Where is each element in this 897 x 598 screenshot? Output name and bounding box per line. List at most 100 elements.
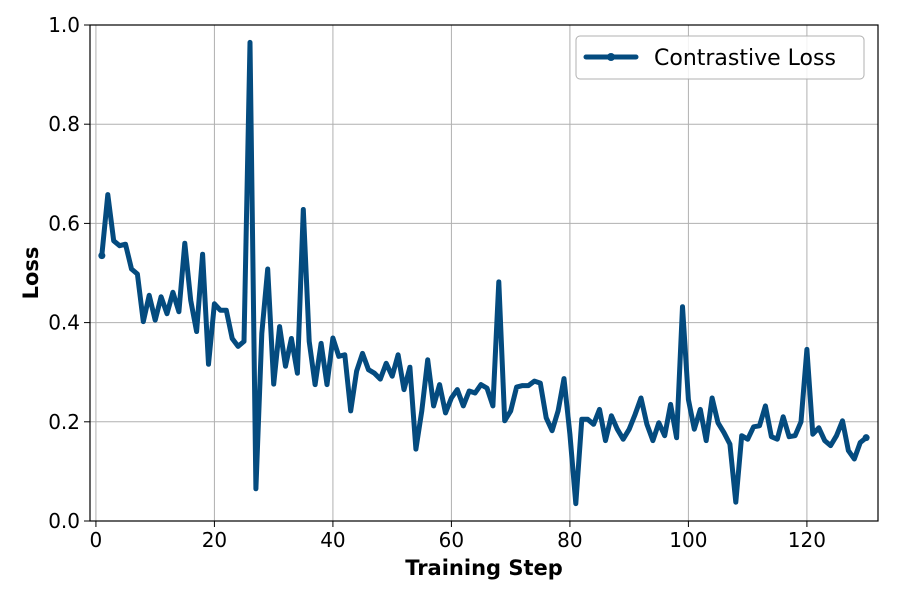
data-point bbox=[597, 407, 602, 412]
data-point bbox=[585, 417, 590, 422]
y-tick-label: 0.6 bbox=[48, 211, 80, 235]
data-point bbox=[372, 370, 377, 376]
data-point bbox=[466, 388, 472, 394]
data-point bbox=[490, 403, 496, 409]
x-tick-label: 40 bbox=[320, 528, 345, 552]
data-point bbox=[443, 410, 448, 416]
series-line-contrastive-loss bbox=[99, 39, 869, 507]
data-point bbox=[229, 336, 235, 341]
data-point bbox=[176, 309, 182, 314]
data-point bbox=[247, 40, 253, 45]
data-point bbox=[312, 382, 318, 387]
data-point bbox=[117, 243, 122, 248]
data-point bbox=[348, 408, 353, 414]
data-point bbox=[407, 365, 413, 370]
data-point bbox=[727, 441, 733, 447]
data-point bbox=[686, 397, 691, 402]
data-point bbox=[526, 383, 531, 388]
data-point bbox=[840, 418, 845, 424]
data-point bbox=[271, 381, 276, 387]
legend: Contrastive Loss bbox=[575, 35, 865, 80]
y-tick-label: 0.4 bbox=[48, 311, 80, 335]
y-tick-label: 0.2 bbox=[48, 410, 80, 434]
data-point bbox=[212, 301, 217, 306]
data-point bbox=[544, 415, 549, 421]
x-tick-label: 80 bbox=[557, 528, 582, 552]
data-point bbox=[111, 238, 116, 243]
data-point bbox=[828, 443, 833, 448]
data-point bbox=[135, 271, 140, 277]
data-point bbox=[769, 434, 774, 439]
legend-box bbox=[575, 35, 865, 80]
data-point bbox=[816, 425, 821, 430]
y-tick-label: 1.0 bbox=[48, 13, 80, 37]
data-point bbox=[419, 408, 424, 414]
data-point bbox=[514, 384, 519, 390]
data-point bbox=[626, 427, 632, 432]
grid-lines bbox=[90, 24, 878, 522]
data-point bbox=[798, 419, 804, 424]
data-point bbox=[235, 344, 241, 349]
x-tick-label: 0 bbox=[90, 528, 103, 552]
data-point bbox=[715, 420, 721, 425]
data-point bbox=[425, 357, 430, 362]
data-point bbox=[674, 435, 679, 440]
data-point bbox=[858, 440, 863, 445]
data-point bbox=[366, 367, 371, 372]
plot-area-frame bbox=[89, 24, 879, 522]
data-point bbox=[472, 390, 478, 396]
data-point bbox=[638, 395, 644, 401]
data-point bbox=[644, 422, 650, 427]
data-point bbox=[206, 362, 211, 367]
data-point bbox=[757, 423, 762, 428]
data-point bbox=[549, 428, 555, 433]
data-point bbox=[401, 387, 407, 392]
y-axis-label: Loss bbox=[19, 247, 43, 300]
data-point bbox=[253, 486, 259, 491]
data-point bbox=[395, 352, 401, 358]
data-point bbox=[295, 370, 300, 376]
data-point bbox=[763, 403, 768, 409]
data-point bbox=[508, 408, 513, 414]
legend-marker bbox=[607, 53, 615, 61]
data-point bbox=[579, 417, 584, 422]
data-point bbox=[822, 438, 827, 443]
data-point bbox=[164, 311, 170, 316]
data-point bbox=[532, 378, 537, 384]
data-point bbox=[265, 266, 270, 272]
data-point bbox=[862, 434, 870, 442]
data-point bbox=[496, 279, 502, 285]
data-point bbox=[224, 308, 229, 313]
data-point bbox=[188, 298, 193, 303]
data-point bbox=[656, 420, 661, 425]
data-point bbox=[615, 427, 620, 432]
data-point bbox=[846, 448, 851, 453]
data-point bbox=[218, 308, 223, 313]
y-axis-ticks: 0.0 0.2 0.4 0.6 0.8 1.0 bbox=[48, 13, 90, 533]
data-point bbox=[105, 192, 110, 197]
data-point bbox=[502, 418, 507, 424]
data-point bbox=[354, 369, 359, 374]
data-point bbox=[733, 499, 739, 505]
data-point bbox=[324, 382, 330, 387]
data-point bbox=[461, 403, 466, 409]
data-point bbox=[709, 395, 715, 401]
data-point bbox=[721, 430, 727, 435]
data-point bbox=[538, 380, 543, 386]
data-point bbox=[342, 352, 347, 358]
x-tick-label: 100 bbox=[669, 528, 707, 552]
data-point bbox=[152, 317, 158, 323]
x-tick-label: 20 bbox=[202, 528, 227, 552]
data-point bbox=[567, 432, 573, 437]
data-point bbox=[307, 339, 312, 344]
data-point bbox=[330, 335, 336, 341]
data-point bbox=[289, 336, 294, 341]
data-point bbox=[609, 413, 614, 419]
data-point bbox=[739, 433, 744, 438]
data-point bbox=[437, 382, 442, 387]
data-point bbox=[775, 436, 780, 442]
x-axis-label: Training Step bbox=[405, 556, 563, 580]
data-point bbox=[632, 412, 638, 417]
data-point bbox=[751, 424, 756, 429]
